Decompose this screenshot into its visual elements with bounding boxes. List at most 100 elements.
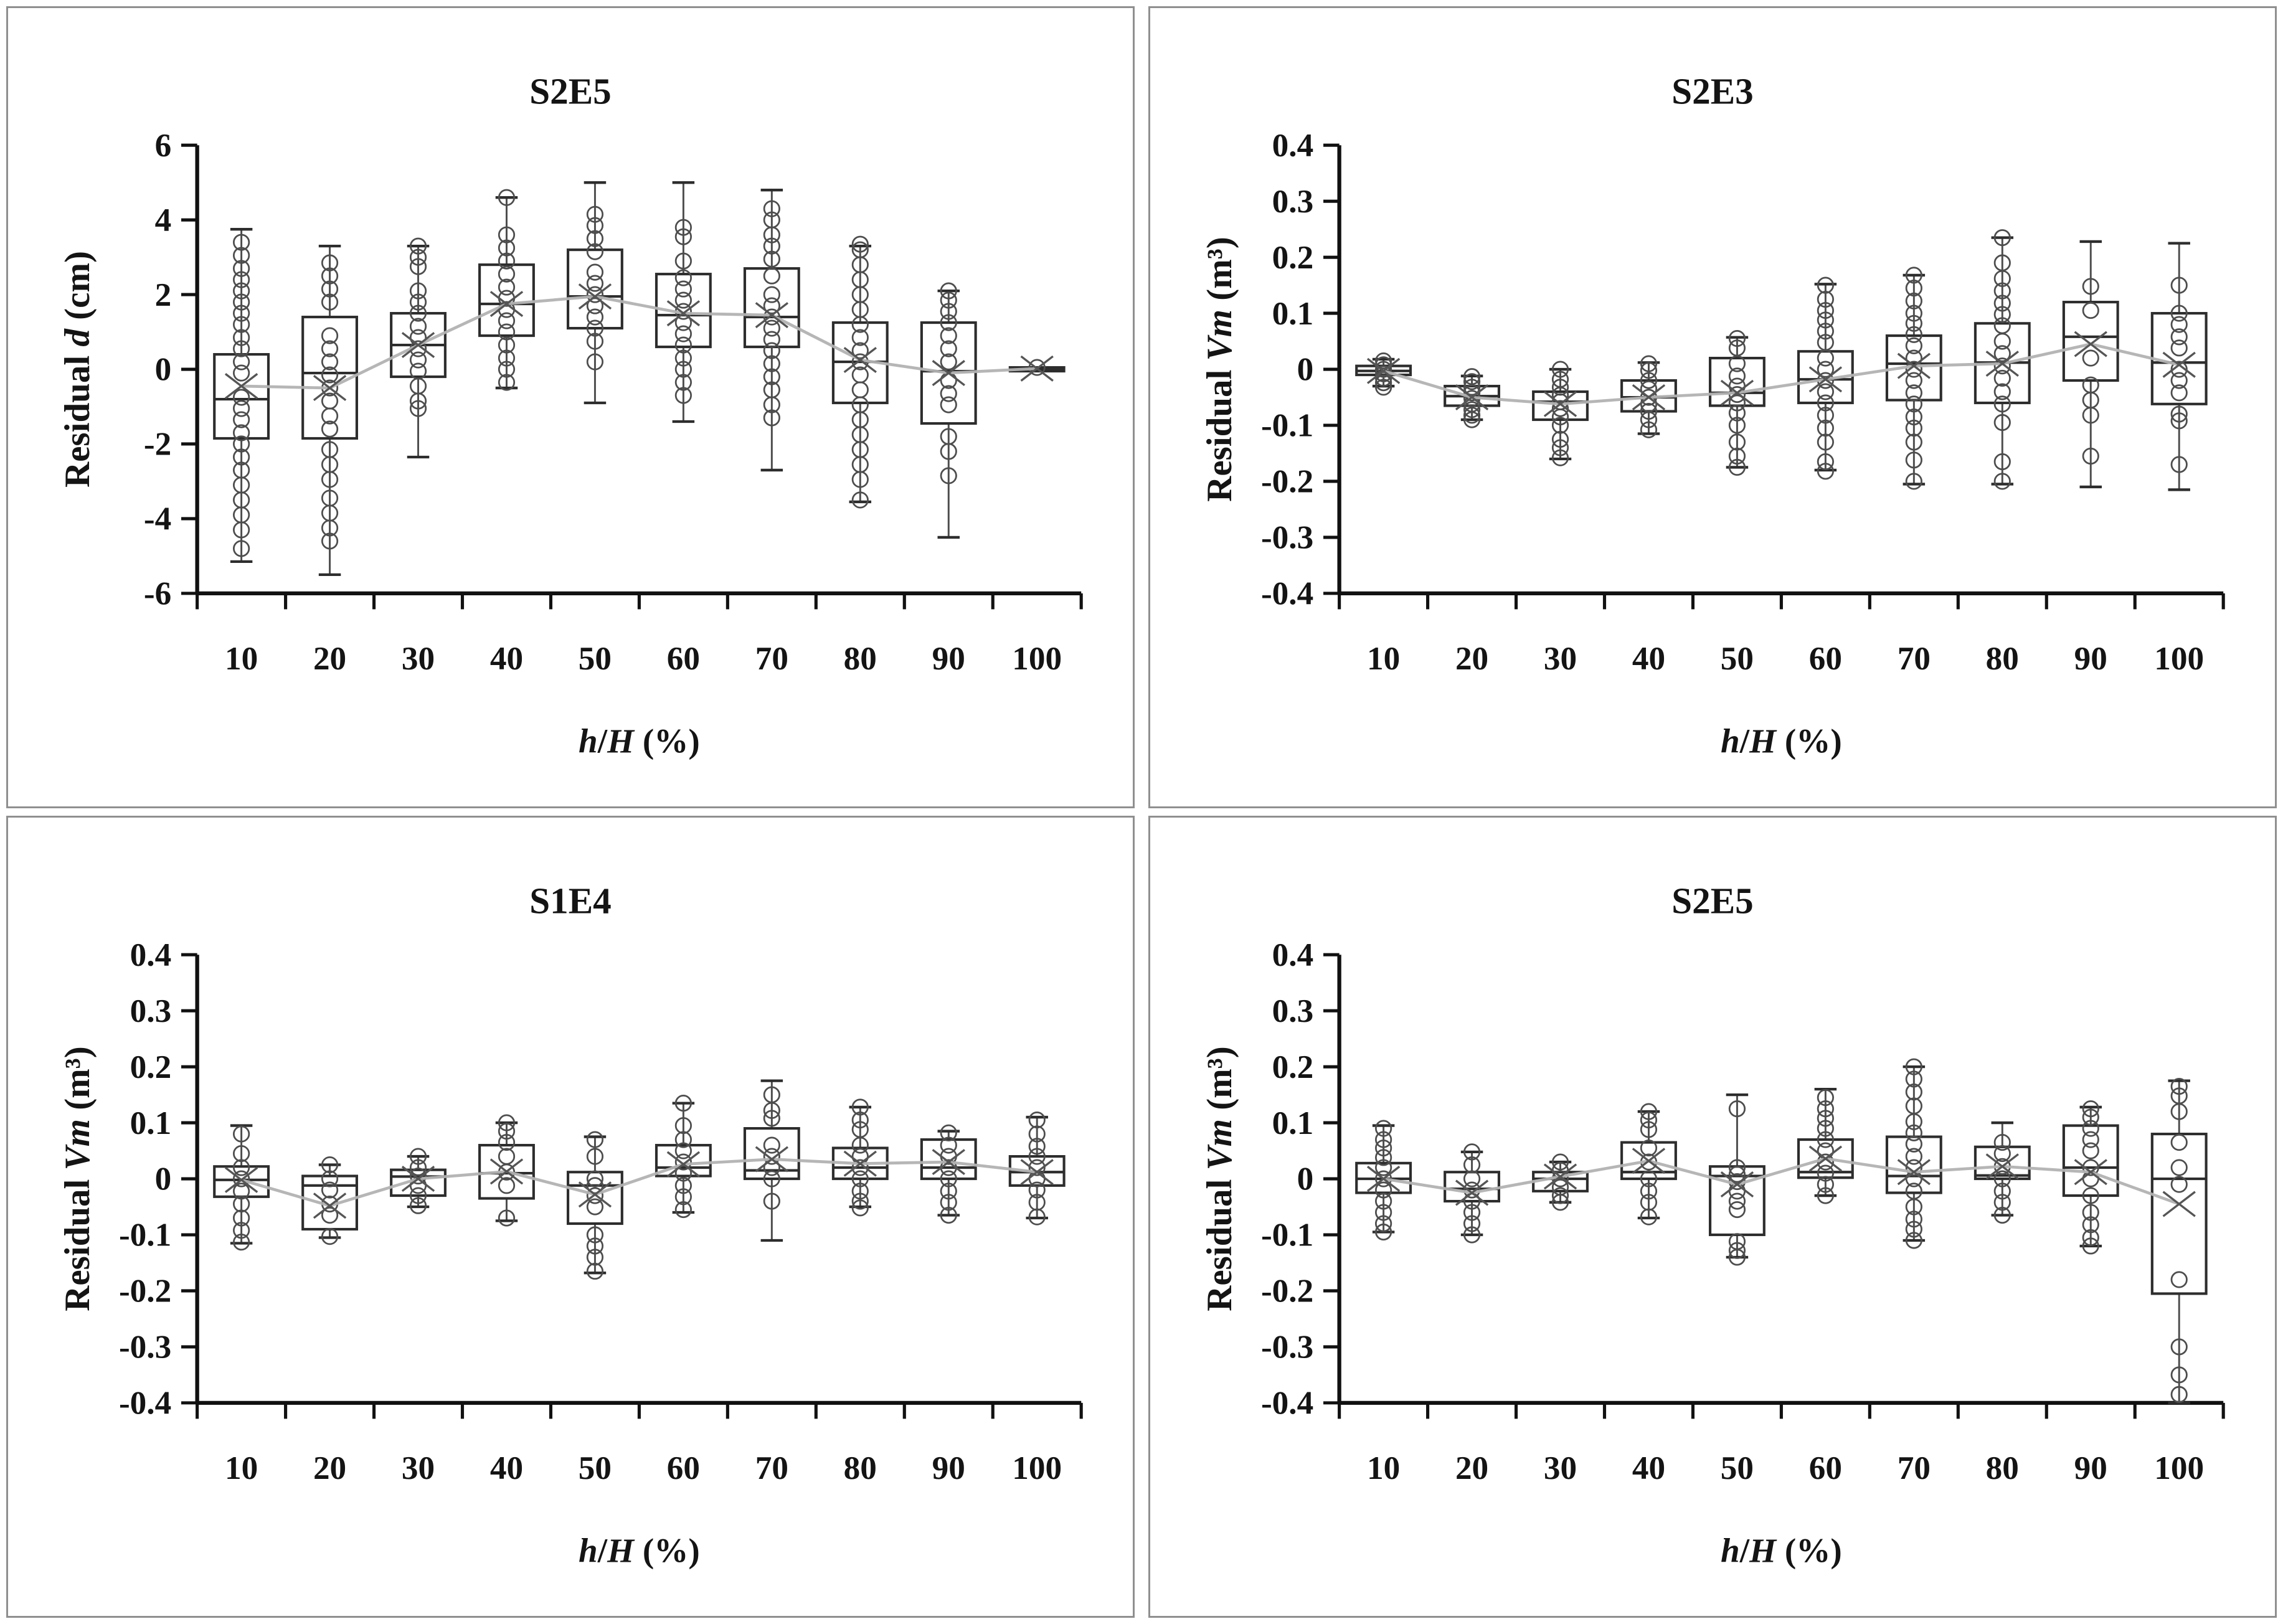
data-point — [2170, 1159, 2188, 1176]
box-iqr-100 — [2150, 1133, 2208, 1295]
data-point — [321, 366, 339, 384]
data-point — [2082, 1216, 2099, 1234]
data-point — [1993, 1183, 2011, 1200]
box-iqr-40 — [1620, 1141, 1677, 1181]
data-point — [321, 1170, 339, 1187]
data-point — [409, 282, 427, 300]
mean-x-marker — [1897, 352, 1931, 379]
data-point — [1993, 369, 2011, 387]
data-point — [2082, 349, 2099, 367]
data-point — [2082, 278, 2099, 295]
data-point — [233, 1170, 250, 1187]
data-point — [763, 396, 780, 413]
data-point — [674, 1142, 692, 1159]
data-point — [586, 243, 604, 260]
box-iqr-30 — [390, 1168, 447, 1197]
mean-x-marker — [1632, 384, 1666, 411]
data-point — [1728, 458, 1746, 476]
data-point — [2170, 328, 2188, 346]
data-point — [1993, 333, 2011, 350]
data-point — [321, 280, 339, 298]
data-point — [1905, 395, 1922, 413]
data-point — [233, 340, 250, 357]
data-point — [233, 260, 250, 277]
data-point — [2170, 1366, 2188, 1384]
data-point — [1028, 1148, 1046, 1165]
data-point — [1551, 439, 1569, 456]
data-point — [586, 353, 604, 371]
box-iqr-70 — [743, 1127, 800, 1181]
x-axis-label: h/H (%) — [1721, 722, 1842, 760]
data-point — [409, 1167, 427, 1185]
data-point — [1905, 314, 1922, 332]
mean-x-marker — [843, 347, 877, 374]
data-point — [321, 519, 339, 537]
data-point — [233, 540, 250, 557]
data-point — [409, 237, 427, 255]
box-iqr-60 — [655, 1144, 712, 1178]
data-point — [2082, 1229, 2099, 1247]
y-tick-label: -0.2 — [1261, 464, 1313, 500]
x-tick-label: 80 — [1986, 641, 2019, 677]
data-point — [674, 336, 692, 354]
data-point — [763, 237, 780, 255]
data-point — [409, 258, 427, 275]
data-point — [1905, 1232, 1922, 1249]
mean-x-marker — [2074, 331, 2107, 357]
data-point — [1640, 355, 1658, 372]
y-tick-label: 2 — [155, 277, 172, 313]
data-point — [1728, 367, 1746, 385]
data-point — [1640, 402, 1658, 420]
data-point — [409, 351, 427, 369]
y-tick-label: -2 — [144, 427, 171, 463]
data-point — [1905, 326, 1922, 343]
mean-x-marker — [578, 1181, 612, 1208]
data-point — [586, 1249, 604, 1266]
data-point — [1905, 361, 1922, 378]
mean-x-marker — [1897, 1159, 1931, 1186]
data-point — [2082, 1131, 2099, 1148]
data-point — [1993, 357, 2011, 375]
data-point — [674, 1177, 692, 1194]
data-point — [763, 1148, 780, 1165]
data-point — [674, 374, 692, 391]
data-point — [233, 448, 250, 466]
data-point — [2170, 1103, 2188, 1120]
data-point — [1728, 1166, 1746, 1183]
data-point — [2170, 384, 2188, 402]
mean-x-marker — [1366, 1166, 1401, 1192]
data-point — [586, 1170, 604, 1187]
mean-x-marker — [1720, 379, 1754, 406]
data-point — [674, 325, 692, 342]
data-point — [1905, 473, 1922, 490]
data-point — [498, 1209, 516, 1227]
panel-top-left-s2e5-diameter: S2E5S2E56420-2-4-6102030405060708090100h… — [6, 6, 1135, 808]
boxplot-chart-s2e3-volume: S2E3S2E30.40.30.20.10-0.1-0.2-0.3-0.410 2… — [1200, 70, 2225, 760]
label-part: (%) — [1776, 722, 1842, 760]
y-tick-label: 0.1 — [1272, 1105, 1314, 1141]
data-point — [1640, 1140, 1658, 1157]
mean-x-marker — [1985, 351, 2019, 377]
data-point — [1375, 1192, 1392, 1210]
label-part: (cm) — [58, 251, 97, 329]
data-point — [1728, 1201, 1746, 1219]
label-part: (m³) — [1200, 1046, 1239, 1119]
mean-x-marker — [755, 302, 788, 329]
data-point — [1905, 372, 1922, 389]
data-point — [1640, 372, 1658, 389]
data-point — [851, 1183, 869, 1200]
data-point — [674, 349, 692, 367]
label-part: / — [597, 722, 608, 760]
x-tick-label: 10 — [225, 1450, 258, 1486]
mean-x-marker — [1808, 366, 1843, 393]
data-point — [763, 342, 780, 359]
panel-bottom-right-s2e5-volume: S2E5S2E50.40.30.20.10-0.1-0.2-0.3-0.4102… — [1148, 816, 2277, 1618]
data-point — [940, 353, 957, 371]
data-point — [1640, 1112, 1658, 1129]
data-point — [233, 247, 250, 264]
data-point — [321, 1156, 339, 1174]
mean-x-marker — [489, 291, 524, 318]
mean-x-marker — [1720, 1171, 1754, 1198]
data-point — [1905, 433, 1922, 451]
data-point — [1993, 453, 2011, 471]
